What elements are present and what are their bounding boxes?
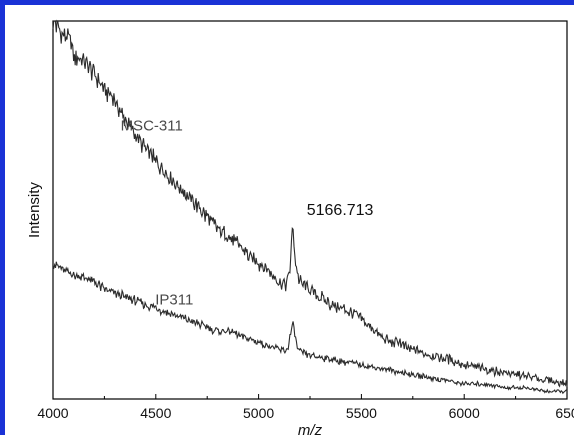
x-tick-label: 5000: [243, 405, 274, 421]
mass-spectrum-chart: 4000 4500 5000 5500 6000 650 MSC-311 IP311 5166…: [26, 19, 574, 439]
x-tick-label: 4000: [37, 405, 68, 421]
series-label-msc-311: MSC-311: [121, 118, 183, 135]
x-tick-label: 4500: [140, 405, 171, 421]
x-tick-label: 5500: [346, 405, 377, 421]
x-tick-label: 650: [555, 405, 574, 421]
x-axis-label: m/z: [298, 422, 323, 439]
series-layer: [52, 19, 568, 395]
y-axis-label: Intensity: [26, 182, 43, 238]
series-label-ip311: IP311: [155, 292, 193, 309]
series-line-msc-311: [52, 19, 568, 388]
series-line-ip311: [52, 261, 568, 395]
plot-area: 4000 4500 5000 5500 6000 650: [37, 20, 574, 421]
peak-annotation: 5166.713: [307, 202, 374, 219]
labels-layer: MSC-311 IP311 5166.713: [121, 118, 374, 309]
x-tick-label: 6000: [449, 405, 480, 421]
